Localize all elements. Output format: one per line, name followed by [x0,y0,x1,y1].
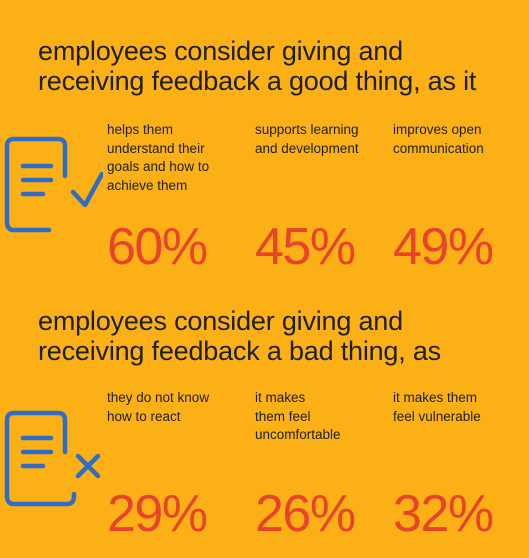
good-item-2-label: supports learning and development [255,122,359,156]
bad-item-1-label: they do not know how to react [107,390,210,424]
good-heading-line-1: employees consider giving and [38,36,403,66]
good-item-1-percent: 60% [107,218,208,276]
good-item-2-percent: 45% [255,218,356,276]
bad-heading-line-1: employees consider giving and [38,306,403,336]
bad-item-1-percent: 29% [107,485,208,543]
bad-item-3-percent: 32% [393,485,494,543]
bad-item-2-percent: 26% [255,485,356,543]
bad-item-3-label: it makes them feel vulnerable [393,390,481,424]
document-check-icon [4,136,103,233]
good-item-3-label: improves open communication [393,122,484,156]
good-section-heading: employees consider giving and receiving … [38,36,476,96]
good-item-1-label: helps them understand their goals and ho… [107,122,210,193]
bad-heading-line-2: receiving feedback a bad thing, as [38,336,441,366]
document-cross-icon [4,410,101,507]
good-item-3-percent: 49% [393,218,494,276]
bad-item-2-label: it makes them feel uncomfortable [255,390,341,442]
bad-section-heading: employees consider giving and receiving … [38,306,441,366]
good-heading-line-2: receiving feedback a good thing, as it [38,66,477,96]
